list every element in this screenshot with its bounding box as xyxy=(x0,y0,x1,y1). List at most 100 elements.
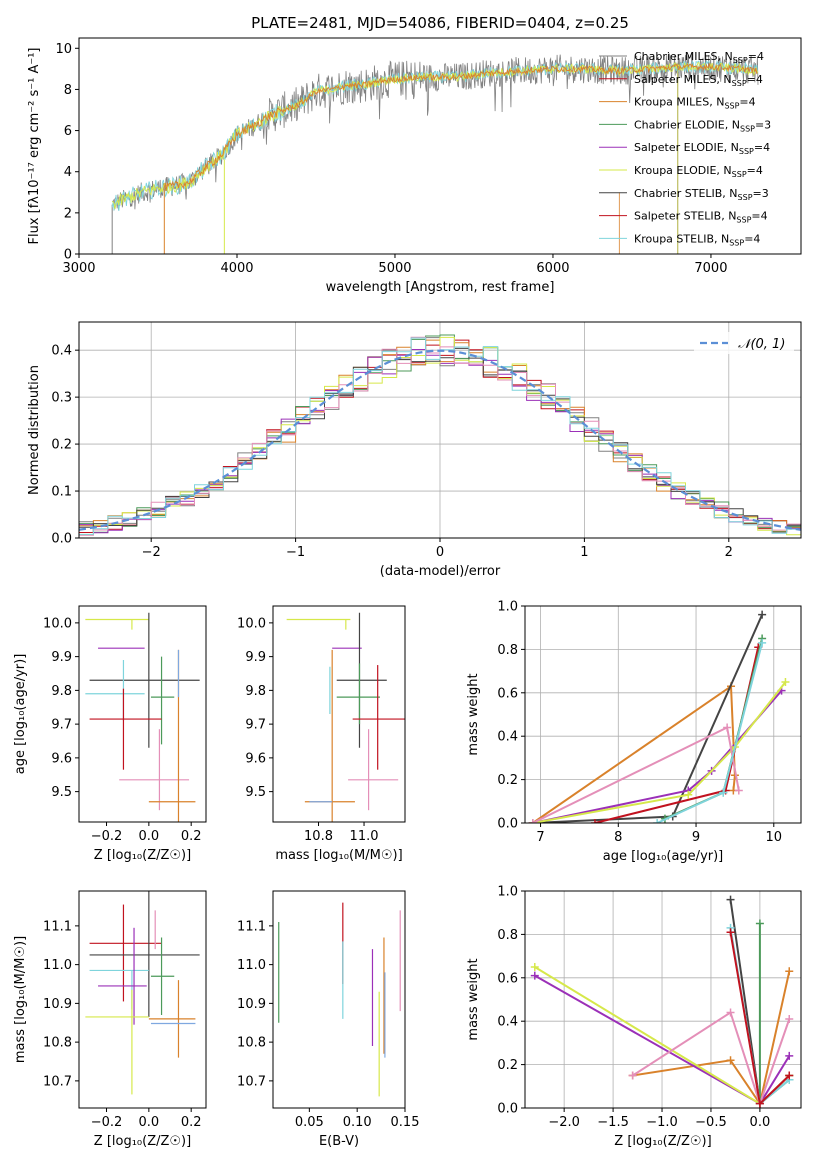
errorbar-point xyxy=(336,612,387,748)
plot-area xyxy=(85,891,200,1095)
plus-marker xyxy=(734,786,743,795)
x-tick-label: 8 xyxy=(614,830,622,845)
y-tick-label: 9.6 xyxy=(51,751,72,766)
plot-area xyxy=(111,52,759,254)
y-tick-label: 10.8 xyxy=(237,1036,266,1051)
axes-frame xyxy=(78,37,802,255)
y-tick-label: 8 xyxy=(64,83,72,98)
y-tick-label: 9.5 xyxy=(245,785,266,800)
x-tick-label: 0.2 xyxy=(181,829,202,844)
y-tick-label: 10.7 xyxy=(43,1074,72,1089)
plus-marker xyxy=(723,723,732,732)
mass-weight-series xyxy=(726,928,794,1108)
x-tick-label: 4000 xyxy=(220,261,253,276)
y-tick-label: 10.0 xyxy=(43,616,72,631)
y-tick-label: 9.8 xyxy=(51,684,72,699)
x-axis-label: Z [log₁₀(Z/Z☉)] xyxy=(94,848,191,863)
series-line xyxy=(532,614,764,823)
x-tick-label: 7 xyxy=(536,830,544,845)
mass-weight-series xyxy=(528,677,790,823)
legend-label: Chabrier ELODIE, NSSP=3 xyxy=(634,118,771,133)
y-tick-label: 0.1 xyxy=(51,485,72,500)
y-tick-label: 10.9 xyxy=(43,997,72,1012)
x-tick-label: 2 xyxy=(725,545,733,560)
y-axis-label: mass [log₁₀(M/M☉)] xyxy=(13,936,28,1063)
errorbar-point xyxy=(148,980,196,1058)
y-tick-label: 9.5 xyxy=(51,785,72,800)
x-tick-label: 0.10 xyxy=(343,1115,372,1130)
y-tick-label: 9.7 xyxy=(245,718,266,733)
plus-marker xyxy=(726,928,735,937)
y-tick-label: 2 xyxy=(64,206,72,221)
y-tick-label: 6 xyxy=(64,124,72,139)
y-tick-label: 0.4 xyxy=(497,730,518,745)
x-tick-label: 10.8 xyxy=(304,829,333,844)
x-tick-label: 0.0 xyxy=(139,1115,160,1130)
mass-vs-metallicity-axes: −0.2 0.0 0.2 10.7 10.8 10.9 11.0 11.1 Z [log₁₀(Z… xyxy=(13,890,207,1149)
plus-marker xyxy=(726,1008,735,1017)
y-axis-label: mass weight xyxy=(466,673,481,755)
y-tick-label: 9.9 xyxy=(245,650,266,665)
plus-marker xyxy=(530,971,539,980)
plus-marker xyxy=(785,1015,794,1024)
spectrum-model-line xyxy=(111,62,759,210)
plot-area xyxy=(278,902,401,1097)
series-line xyxy=(632,971,791,1107)
x-tick-label: 1 xyxy=(580,545,588,560)
mass-weight-vs-metallicity-axes: −2.0 −1.5 −1.0 −0.5 0.0 0.0 0.2 0.4 0.6 0.8 1.0 Z [… xyxy=(466,885,802,1149)
mass-weight-series xyxy=(628,1008,794,1108)
y-tick-label: 1.0 xyxy=(497,885,518,900)
x-axis-label: Z [log₁₀(Z/Z☉)] xyxy=(614,1134,711,1149)
x-tick-label: 3000 xyxy=(62,261,95,276)
plus-marker xyxy=(755,1099,764,1108)
axes-frame xyxy=(524,605,802,824)
plus-marker xyxy=(785,967,794,976)
legend-label: Salpeter ELODIE, NSSP=4 xyxy=(634,141,770,156)
errorbar-point xyxy=(148,649,196,822)
legend-label: Kroupa ELODIE, NSSP=4 xyxy=(634,164,763,179)
errorbar-point xyxy=(89,688,162,770)
series-line xyxy=(532,684,736,823)
plus-marker xyxy=(628,1071,637,1080)
y-tick-label: 9.8 xyxy=(245,684,266,699)
y-tick-label: 0.0 xyxy=(51,532,72,547)
x-tick-label: 0 xyxy=(436,545,444,560)
y-tick-label: 0.0 xyxy=(497,817,518,832)
legend-label: Chabrier STELIB, NSSP=3 xyxy=(634,187,769,202)
x-tick-label: −1 xyxy=(286,545,305,560)
errorbar-point xyxy=(348,729,399,811)
legend-label: Chabrier MILES, NSSP=4 xyxy=(634,50,764,65)
residual-axes: −2 −1 0 1 2 0.0 0.1 0.2 0.3 0.4 (data-model)/error… xyxy=(27,321,802,579)
legend-label: 𝒩(0, 1) xyxy=(738,337,785,352)
x-tick-label: −0.2 xyxy=(91,829,123,844)
plus-marker xyxy=(755,919,764,928)
y-tick-label: 0.2 xyxy=(497,1058,518,1073)
mass-weight-vs-age-axes: 7 8 9 10 0.0 0.2 0.4 0.6 0.8 1.0 age [log₁₀(age/yr… xyxy=(466,600,802,864)
histogram-legend: 𝒩(0, 1) xyxy=(694,332,794,354)
errorbar-point xyxy=(336,663,380,725)
plus-marker xyxy=(719,788,728,797)
y-tick-label: 0.2 xyxy=(497,773,518,788)
series-line xyxy=(632,1010,791,1107)
errorbar-point xyxy=(85,618,149,630)
y-tick-label: 1.0 xyxy=(497,600,518,615)
x-tick-label: −0.5 xyxy=(695,1115,727,1130)
x-tick-label: 7000 xyxy=(694,261,727,276)
x-axis-label: age [log₁₀(age/yr)] xyxy=(603,849,724,864)
plot-area xyxy=(79,334,801,536)
y-tick-label: 0.8 xyxy=(497,928,518,943)
mass-weight-series xyxy=(528,723,743,823)
legend-label: Kroupa STELIB, NSSP=4 xyxy=(634,232,760,247)
mass-weight-series xyxy=(528,610,767,823)
plus-marker xyxy=(785,1071,794,1080)
legend-label: Salpeter MILES, NSSP=4 xyxy=(634,73,763,88)
y-tick-label: 11.0 xyxy=(237,958,266,973)
y-axis-label: Flux [fλ10⁻¹⁷ erg cm⁻² s⁻¹ A⁻¹] xyxy=(27,48,42,245)
plus-marker xyxy=(726,1056,735,1065)
x-tick-label: −0.2 xyxy=(91,1115,123,1130)
plot-area xyxy=(286,612,405,822)
x-axis-label: (data-model)/error xyxy=(380,564,501,579)
x-tick-label: −1.5 xyxy=(597,1115,629,1130)
axes-frame xyxy=(272,605,406,823)
